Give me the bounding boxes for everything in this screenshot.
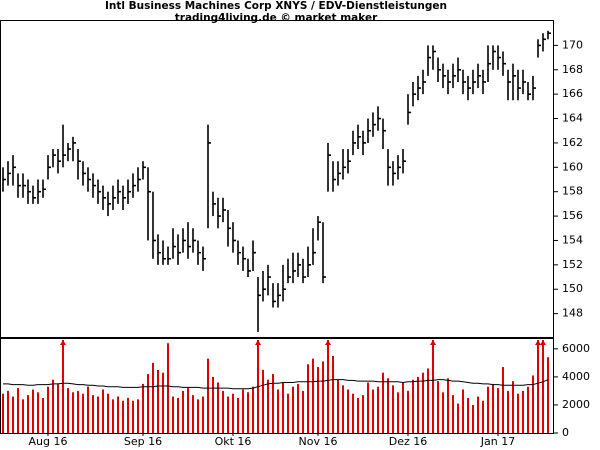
y-tick-label: 156 (562, 209, 583, 222)
y-tick-label: 152 (562, 258, 583, 271)
volume-panel (0, 338, 554, 434)
overflow-arrow (60, 340, 66, 345)
y-tick-label: 154 (562, 233, 583, 246)
y-tick-label: 148 (562, 307, 583, 320)
y-tick-label: 0 (562, 426, 569, 439)
overflow-arrow (535, 340, 541, 345)
overflow-arrow (540, 340, 546, 345)
overflow-arrow (430, 340, 436, 345)
y-tick-label: 6000 (562, 342, 590, 355)
x-tick-label: Sep 16 (124, 435, 162, 448)
y-tick-label: 170 (562, 38, 583, 51)
x-tick-label: Jan 17 (480, 435, 515, 448)
moving-average (3, 379, 549, 390)
x-tick-label: Okt 16 (215, 435, 252, 448)
y-tick-label: 162 (562, 136, 583, 149)
y-tick-label: 166 (562, 87, 583, 100)
overflow-arrow (325, 340, 331, 345)
price-panel (0, 20, 554, 338)
chart-title: Intl Business Machines Corp XNYS / EDV-D… (105, 0, 447, 12)
y-tick-label: 168 (562, 63, 583, 76)
overflow-arrow (255, 340, 261, 345)
x-tick-label: Dez 16 (389, 435, 428, 448)
y-tick-label: 160 (562, 160, 583, 173)
x-tick-label: Aug 16 (29, 435, 68, 448)
y-tick-label: 4000 (562, 370, 590, 383)
y-tick-label: 164 (562, 112, 583, 125)
chart-subtitle: trading4living.de © market maker (175, 12, 378, 24)
y-tick-label: 158 (562, 185, 583, 198)
x-tick-label: Nov 16 (299, 435, 338, 448)
y-tick-label: 150 (562, 282, 583, 295)
y-tick-label: 2000 (562, 398, 590, 411)
